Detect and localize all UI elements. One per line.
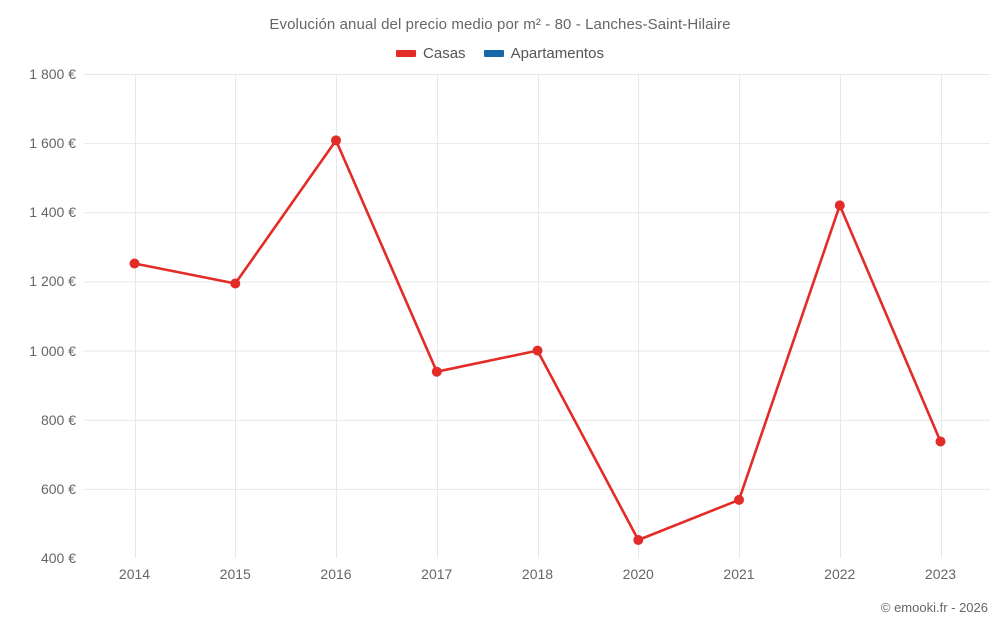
legend-swatch-icon (396, 50, 417, 57)
x-axis-tick-label: 2020 (622, 566, 654, 582)
legend-swatch-icon (483, 50, 504, 57)
legend-label-apartamentos: Apartamentos (510, 45, 604, 62)
x-axis-tick-label: 2015 (219, 566, 251, 582)
x-axis-tick-label: 2022 (824, 566, 856, 582)
y-axis-tick-label: 600 € (40, 480, 76, 497)
plot-area (84, 74, 990, 558)
y-axis: 1 800 € 1 600 € 1 400 € 1 200 € 1 000 € 800 €… (0, 0, 76, 625)
x-axis-tick-label: 2023 (924, 566, 957, 582)
legend-item-casas[interactable]: Casas (396, 45, 466, 62)
legend-item-apartamentos[interactable]: Apartamentos (483, 45, 604, 62)
y-axis-tick-label: 1 600 € (29, 135, 76, 152)
y-axis-tick-label: 1 400 € (29, 204, 76, 221)
data-point[interactable] (734, 494, 744, 505)
y-axis-tick-label: 1 000 € (29, 342, 76, 359)
data-point[interactable] (935, 436, 946, 447)
x-axis-tick-label: 2017 (421, 566, 453, 582)
chart-legend: Casas Apartamentos (0, 45, 1000, 62)
chart-title: Evolución anual del precio medio por m² … (269, 16, 731, 33)
data-point[interactable] (532, 345, 543, 356)
y-axis-tick-label: 1 800 € (29, 66, 76, 82)
data-point[interactable] (230, 278, 241, 289)
copyright-footer: © emooki.fr - 2026 (880, 600, 988, 615)
data-point[interactable] (834, 200, 845, 211)
plot-svg (84, 74, 990, 558)
x-axis-tick-label: 2014 (118, 566, 151, 582)
data-point[interactable] (431, 366, 442, 377)
x-axis-tick-label: 2016 (320, 566, 352, 582)
data-point[interactable] (633, 535, 644, 545)
series-line-casas (133, 139, 942, 542)
data-point[interactable] (129, 258, 140, 269)
legend-label-casas: Casas (423, 45, 466, 62)
data-point[interactable] (331, 135, 341, 146)
y-axis-tick-label: 1 200 € (29, 273, 76, 290)
x-axis-tick-label: 2018 (521, 566, 554, 582)
y-axis-tick-label: 400 € (40, 550, 76, 566)
y-axis-tick-label: 800 € (40, 411, 76, 428)
x-axis-tick-label: 2021 (723, 566, 755, 582)
